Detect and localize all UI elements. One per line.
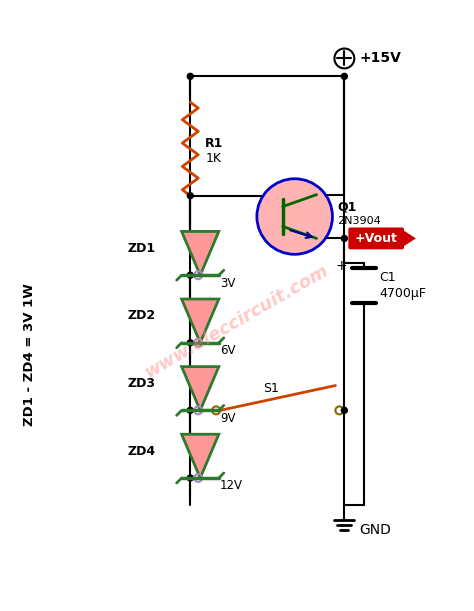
Circle shape [187, 340, 193, 346]
Text: 6V: 6V [220, 344, 236, 357]
Text: Q1: Q1 [337, 200, 357, 213]
Circle shape [187, 475, 193, 481]
Text: 3V: 3V [220, 277, 236, 290]
Circle shape [257, 179, 332, 254]
Polygon shape [182, 232, 219, 275]
Text: R1: R1 [205, 137, 224, 150]
Polygon shape [182, 434, 219, 478]
Circle shape [335, 48, 354, 68]
Circle shape [341, 235, 347, 241]
Text: GND: GND [359, 522, 391, 536]
Text: ZD2: ZD2 [128, 309, 155, 323]
Circle shape [341, 73, 347, 79]
Text: ZD1 - ZD4 = 3V 1W: ZD1 - ZD4 = 3V 1W [23, 284, 36, 426]
Text: 2N3904: 2N3904 [337, 216, 381, 227]
Circle shape [187, 408, 193, 414]
Text: www.eleccircuit.com: www.eleccircuit.com [142, 261, 332, 381]
Circle shape [187, 272, 193, 278]
Text: S1: S1 [263, 382, 279, 395]
Polygon shape [182, 367, 219, 411]
Text: 4700μF: 4700μF [379, 287, 426, 300]
Text: ZD1: ZD1 [128, 242, 155, 255]
Circle shape [341, 408, 347, 414]
Text: +: + [336, 259, 347, 273]
Text: 1K: 1K [205, 152, 221, 166]
Text: 12V: 12V [220, 480, 243, 492]
Text: +Vout: +Vout [355, 232, 398, 245]
FancyBboxPatch shape [348, 227, 404, 249]
Text: ZD4: ZD4 [128, 445, 155, 458]
Text: C1: C1 [379, 271, 396, 284]
Circle shape [187, 192, 193, 199]
Text: 9V: 9V [220, 412, 236, 425]
Text: +15V: +15V [359, 51, 401, 65]
Polygon shape [182, 299, 219, 343]
Circle shape [187, 73, 193, 79]
Text: ZD3: ZD3 [128, 377, 155, 390]
Polygon shape [402, 230, 416, 247]
